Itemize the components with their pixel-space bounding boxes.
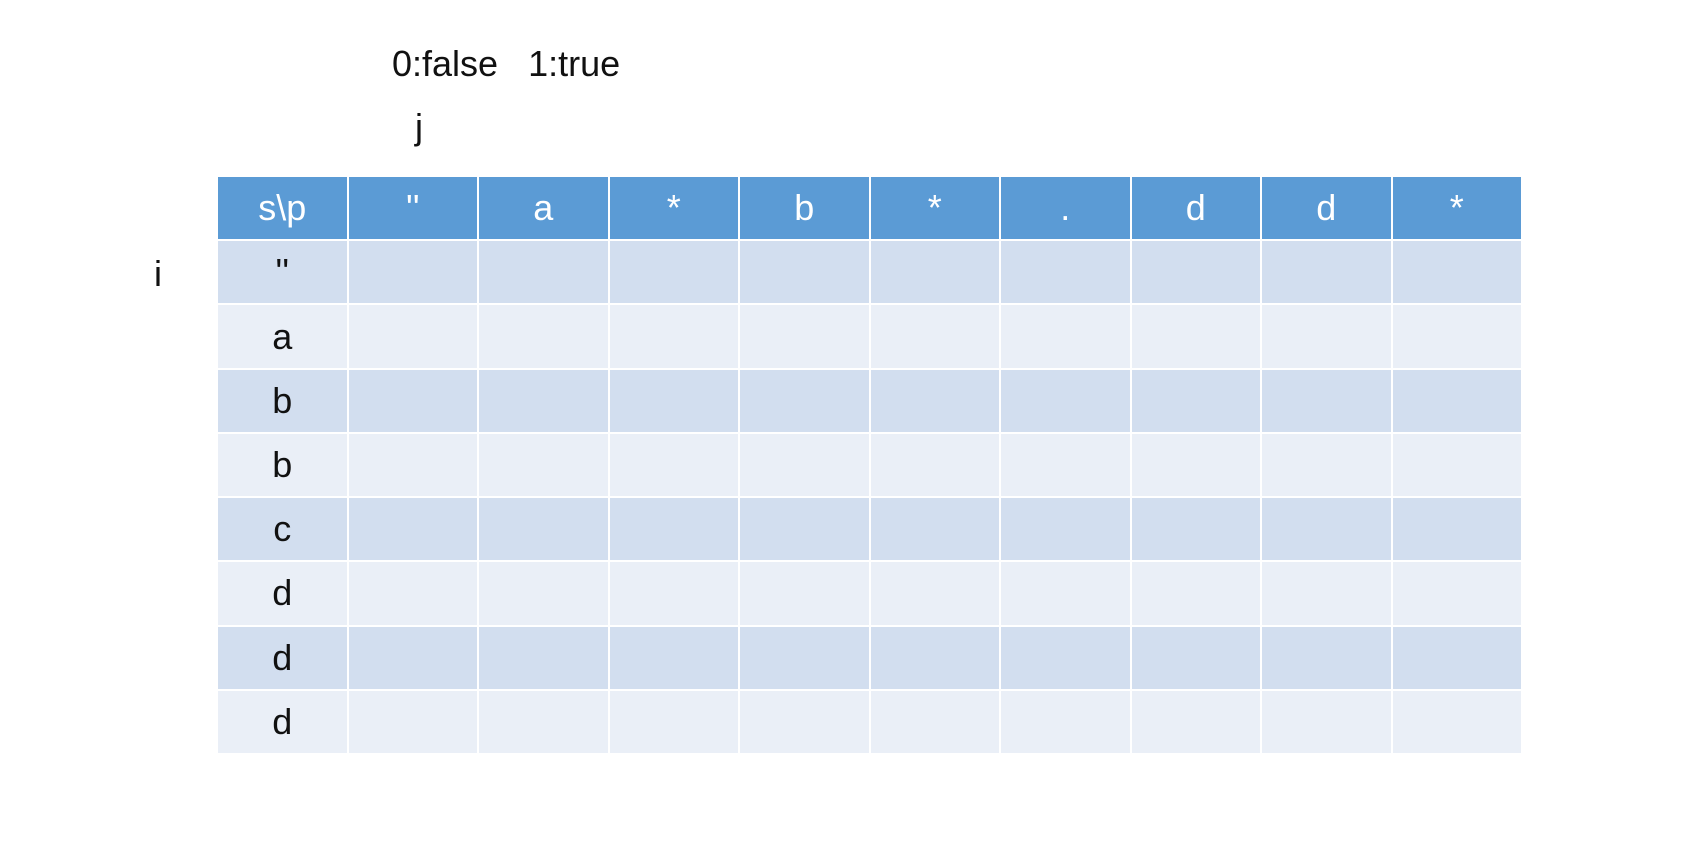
dp-cell [609,498,738,561]
dp-cell [348,690,477,753]
pattern-header-0: '' [348,177,477,240]
dp-cell [740,305,869,368]
dp-cell [609,433,738,497]
dp-cell [479,498,608,561]
dp-cell [1001,626,1130,689]
dp-cell [1262,241,1391,304]
dp-cell [1392,562,1521,625]
dp-cell [609,690,738,753]
dp-cell [740,498,869,561]
dp-cell [609,241,738,304]
dp-cell [1262,433,1391,497]
dp-cell [1131,305,1260,368]
pattern-header-4: * [870,177,999,240]
legend-true: 1:true [528,43,621,84]
dp-cell [740,241,869,304]
dp-cell [479,562,608,625]
dp-cell [740,690,869,753]
dp-cell [1392,369,1521,432]
dp-cell [740,369,869,432]
dp-cell [1001,498,1130,561]
dp-cell [1262,498,1391,561]
dp-cell [1392,690,1521,753]
dp-cell [1131,562,1260,625]
dp-cell [609,369,738,432]
dp-cell [1392,433,1521,497]
dp-cell [348,498,477,561]
string-row-header-0: '' [218,241,347,304]
dp-cell [348,626,477,689]
dp-cell [870,690,999,753]
dp-cell [1262,562,1391,625]
dp-cell [479,369,608,432]
row-index-label: i [154,253,162,294]
dp-cell [1001,241,1130,304]
pattern-header-5: . [1001,177,1130,240]
dp-cell [479,433,608,497]
dp-cell [1131,690,1260,753]
dp-cell [1131,498,1260,561]
pattern-header-3: b [740,177,869,240]
dp-cell [870,498,999,561]
dp-cell [1392,626,1521,689]
string-row-header-6: d [218,626,347,689]
dp-cell [1392,498,1521,561]
dp-cell [1392,241,1521,304]
dp-cell [609,305,738,368]
dp-cell [1392,305,1521,368]
dp-cell [1131,369,1260,432]
dp-cell [1001,433,1130,497]
string-row-header-7: d [218,690,347,753]
dp-cell [348,369,477,432]
dp-cell [479,690,608,753]
dp-cell [1262,369,1391,432]
pattern-header-2: * [609,177,738,240]
table-corner-header: s\p [218,177,347,240]
dp-cell [479,241,608,304]
dp-cell [870,562,999,625]
dp-cell [1262,305,1391,368]
pattern-header-6: d [1131,177,1260,240]
dp-cell [609,626,738,689]
dp-cell [1262,690,1391,753]
dp-cell [740,562,869,625]
dp-cell [479,305,608,368]
dp-cell [1001,562,1130,625]
dp-cell [348,241,477,304]
pattern-header-8: * [1392,177,1521,240]
dp-cell [1001,305,1130,368]
dp-cell [870,305,999,368]
dp-cell [1131,241,1260,304]
dp-cell [870,369,999,432]
dp-cell [740,433,869,497]
dp-cell [1001,369,1130,432]
column-index-label: j [415,106,423,147]
pattern-header-1: a [479,177,608,240]
dp-cell [348,562,477,625]
dp-cell [1131,433,1260,497]
legend-false: 0:false [392,43,499,84]
dp-cell [609,562,738,625]
string-row-header-2: b [218,369,347,432]
dp-table: s\p '' a * b * . d d * '' a b b c d d d [218,177,1521,753]
dp-cell [348,305,477,368]
dp-cell [479,626,608,689]
dp-cell [870,433,999,497]
string-row-header-5: d [218,562,347,625]
pattern-header-7: d [1262,177,1391,240]
dp-cell [870,626,999,689]
legend: 0:false 1:true [392,40,620,88]
dp-cell [1131,626,1260,689]
string-row-header-4: c [218,498,347,561]
dp-cell [348,433,477,497]
string-row-header-1: a [218,305,347,368]
dp-cell [1001,690,1130,753]
dp-cell [870,241,999,304]
string-row-header-3: b [218,433,347,497]
dp-cell [1262,626,1391,689]
dp-cell [740,626,869,689]
